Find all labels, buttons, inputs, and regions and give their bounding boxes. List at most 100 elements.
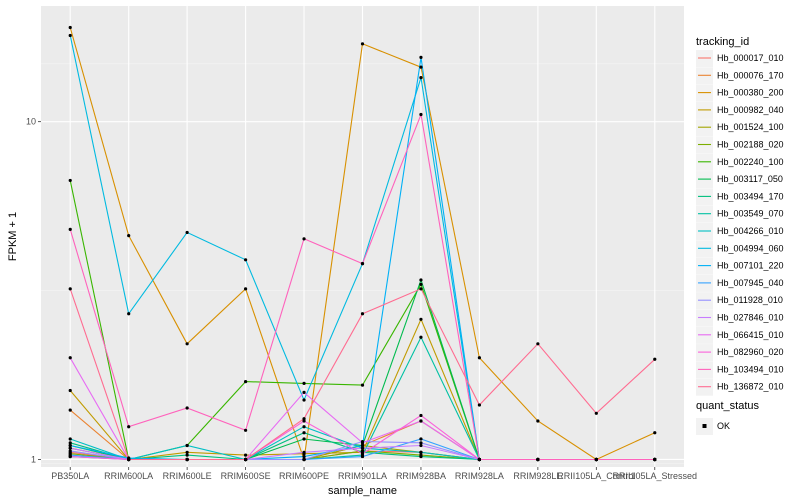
data-point-Hb_003494_170 (419, 454, 423, 459)
data-point-Hb_136872_010 (594, 411, 598, 415)
data-point-Hb_103494_010 (477, 457, 482, 462)
legend-label: Hb_002240_100 (717, 157, 784, 167)
data-point-Hb_103494_010 (594, 457, 598, 462)
data-point-Hb_004266_010 (302, 425, 306, 429)
legend-label: Hb_003549_070 (717, 209, 784, 219)
legend-label: Hb_082960_020 (717, 347, 784, 357)
data-point-Hb_002240_100 (419, 282, 423, 286)
x-tick-label: RRIM600LA (104, 471, 153, 481)
x-tick-label: RRII105LA_Control (557, 471, 635, 481)
data-point-Hb_136872_010 (477, 403, 482, 407)
x-tick-label: RRII105LA_Stressed (612, 471, 697, 481)
data-point-Hb_003494_170 (185, 453, 189, 457)
data-point-Hb_103494_010 (302, 237, 306, 241)
data-point-Hb_000380_200 (243, 287, 248, 291)
data-point-Hb_103494_010 (243, 428, 248, 432)
data-point-Hb_066415_010 (302, 390, 306, 394)
data-point-Hb_000076_170 (68, 408, 72, 412)
data-point-Hb_136872_010 (185, 457, 189, 462)
legend-label: Hb_001524_100 (717, 122, 784, 132)
y-tick-label: 10 (26, 117, 36, 127)
data-point-Hb_007101_220 (360, 443, 365, 448)
x-tick-label: PB350LA (51, 471, 89, 481)
data-point-Hb_082960_020 (419, 413, 423, 418)
data-point-Hb_011928_010 (419, 441, 423, 445)
legend-label: Hb_003117_050 (717, 174, 783, 184)
legend-label: Hb_000380_200 (717, 88, 784, 98)
legend-quant-status: quant_status OK (696, 400, 759, 435)
series-points (68, 25, 657, 462)
legend-label: Hb_000982_040 (717, 105, 784, 115)
data-point-Hb_007101_220 (302, 454, 306, 459)
x-axis-title: sample_name (328, 485, 397, 497)
data-point-Hb_000982_040 (243, 453, 248, 457)
legend-label: Hb_011928_010 (717, 295, 783, 305)
data-point-Hb_103494_010 (185, 406, 189, 410)
data-point-Hb_103494_010 (127, 425, 131, 429)
data-point-Hb_103494_010 (68, 227, 72, 231)
data-point-Hb_103494_010 (536, 457, 540, 462)
data-point-Hb_103494_010 (653, 457, 657, 462)
data-point-Hb_003549_070 (419, 335, 423, 339)
legend-label: Hb_004994_060 (717, 243, 784, 253)
data-point-Hb_007101_220 (419, 55, 423, 59)
data-point-Hb_003494_170 (302, 431, 306, 435)
data-point-Hb_002240_100 (302, 381, 306, 385)
data-point-Hb_004266_010 (185, 443, 189, 448)
data-point-Hb_007945_040 (360, 454, 365, 459)
data-point-Hb_136872_010 (302, 417, 306, 421)
data-point-Hb_136872_010 (419, 287, 423, 291)
data-point-Hb_000380_200 (653, 431, 657, 435)
legend-label: Hb_136872_010 (717, 382, 784, 392)
data-point-Hb_000380_200 (360, 42, 365, 46)
legend-label: Hb_103494_010 (717, 364, 784, 374)
data-point-Hb_000380_200 (419, 65, 423, 69)
data-point-Hb_007101_220 (68, 443, 72, 448)
data-point-Hb_000380_200 (185, 342, 189, 346)
data-point-Hb_004266_010 (68, 437, 72, 441)
x-tick-label: RRIM928BA (396, 471, 446, 481)
data-point-Hb_136872_010 (243, 457, 248, 462)
data-point-Hb_103494_010 (360, 262, 365, 266)
data-point-Hb_082960_020 (302, 419, 306, 423)
data-point-Hb_004994_060 (185, 230, 189, 235)
data-point-Hb_004994_060 (68, 33, 72, 38)
data-point-Hb_136872_010 (653, 357, 657, 361)
x-tick-label: RRIM901LA (338, 471, 387, 481)
data-point-Hb_136872_010 (127, 457, 131, 462)
data-point-Hb_136872_010 (360, 312, 365, 316)
data-point-Hb_002240_100 (243, 380, 248, 384)
x-tick-label: RRIM600PE (279, 471, 329, 481)
data-point-Hb_000380_200 (477, 356, 482, 360)
data-point-Hb_000982_040 (68, 388, 72, 393)
legend-label: Hb_007101_220 (717, 261, 784, 271)
data-point-Hb_003494_170 (68, 441, 72, 445)
data-point-Hb_000982_040 (419, 317, 423, 321)
data-point-Hb_004994_060 (127, 312, 131, 316)
data-point-Hb_011928_010 (68, 449, 72, 453)
legend-label: Hb_066415_010 (717, 330, 784, 340)
y-axis-title: FPKM + 1 (7, 212, 19, 261)
data-point-Hb_136872_010 (68, 287, 72, 291)
x-tick-label: RRIM600SE (221, 471, 271, 481)
legend-title-quant-status: quant_status (696, 400, 759, 412)
data-point-Hb_066415_010 (68, 356, 72, 360)
data-point-Hb_004266_010 (419, 450, 423, 454)
data-point-Hb_082960_020 (360, 452, 365, 456)
legend-label: Hb_000076_170 (717, 70, 784, 80)
data-point-Hb_066415_010 (419, 419, 423, 423)
data-point-Hb_004994_060 (302, 398, 306, 402)
data-point-Hb_011928_010 (302, 457, 306, 462)
data-point-Hb_004994_060 (243, 258, 248, 262)
legend-label: Hb_004266_010 (717, 226, 784, 236)
data-point-Hb_027846_010 (360, 446, 365, 450)
legend-label: Hb_002188_020 (717, 140, 784, 150)
x-tick-label: RRIM928LE (513, 471, 562, 481)
data-point-Hb_000380_200 (127, 233, 131, 238)
x-tick-label: RRIM928LA (455, 471, 504, 481)
data-point-Hb_000380_200 (68, 25, 72, 30)
legend-tracking-id: tracking_id Hb_000017_010 Hb_000076_170 Hb… (696, 36, 784, 396)
legend-label-quant-status: OK (717, 421, 730, 431)
data-point-Hb_066415_010 (360, 441, 365, 445)
